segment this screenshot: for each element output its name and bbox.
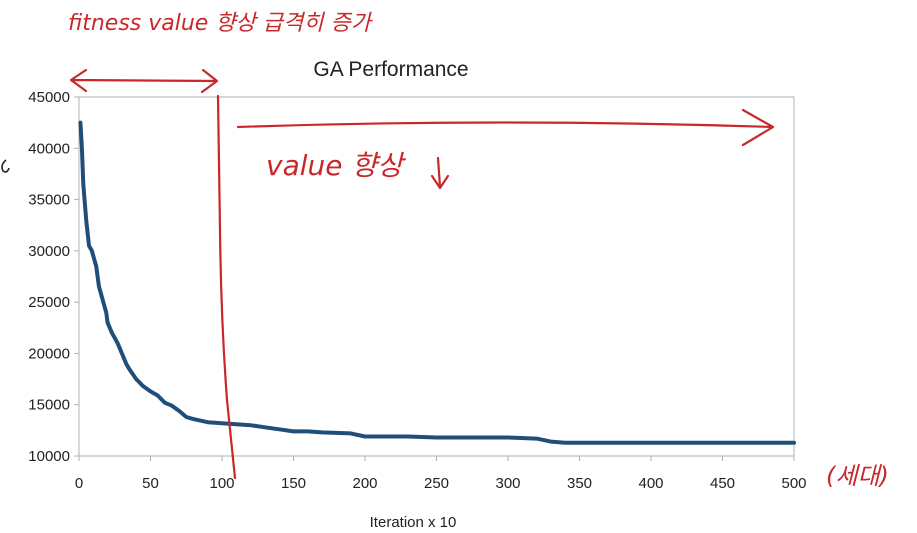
y-tick-label: 25000: [28, 294, 70, 311]
handwritten-annotations: fitness value 향상 급격히 증가 value 향상 (세대): [1, 11, 889, 490]
x-axis: 0 50 100 150 200 250 300 350 400 450 500: [75, 456, 807, 492]
y-tick-label: 45000: [28, 89, 70, 106]
x-tick-label: 400: [638, 475, 663, 492]
down-arrow-icon: [430, 156, 450, 190]
y-tick-label: 10000: [28, 448, 70, 465]
annotation-edge-mark: [1, 159, 10, 173]
y-tick-label: 40000: [28, 140, 70, 157]
x-tick-label: 50: [142, 475, 159, 492]
chart-title: GA Performance: [313, 58, 468, 81]
annotation-double-arrow: [69, 68, 219, 94]
x-tick-label: 250: [424, 475, 449, 492]
y-tick-label: 35000: [28, 192, 70, 209]
x-axis-label: Iteration x 10: [370, 514, 457, 531]
x-tick-label: 200: [352, 475, 377, 492]
annotation-top-note: fitness value 향상 급격히 증가: [68, 11, 374, 36]
y-axis: 10000 15000 20000 25000 30000 35000 40000 45000: [28, 89, 79, 465]
x-tick-label: 300: [495, 475, 520, 492]
y-tick-label: 20000: [28, 345, 70, 362]
x-tick-label: 500: [781, 475, 806, 492]
plot-area: [78, 96, 795, 457]
annotation-divider-line: [216, 94, 237, 480]
series-layer: [78, 120, 796, 445]
annotation-right-arrow: [236, 108, 775, 147]
x-tick-label: 150: [281, 475, 306, 492]
series-line-0: [78, 120, 796, 445]
x-tick-label: 350: [567, 475, 592, 492]
y-tick-label: 30000: [28, 243, 70, 260]
annotation-mid-note: value 향상: [266, 149, 406, 182]
x-tick-label: 0: [75, 475, 83, 492]
x-tick-label: 100: [209, 475, 234, 492]
annotation-right-note: (세대): [826, 462, 889, 490]
x-tick-label: 450: [710, 475, 735, 492]
y-tick-label: 15000: [28, 397, 70, 414]
